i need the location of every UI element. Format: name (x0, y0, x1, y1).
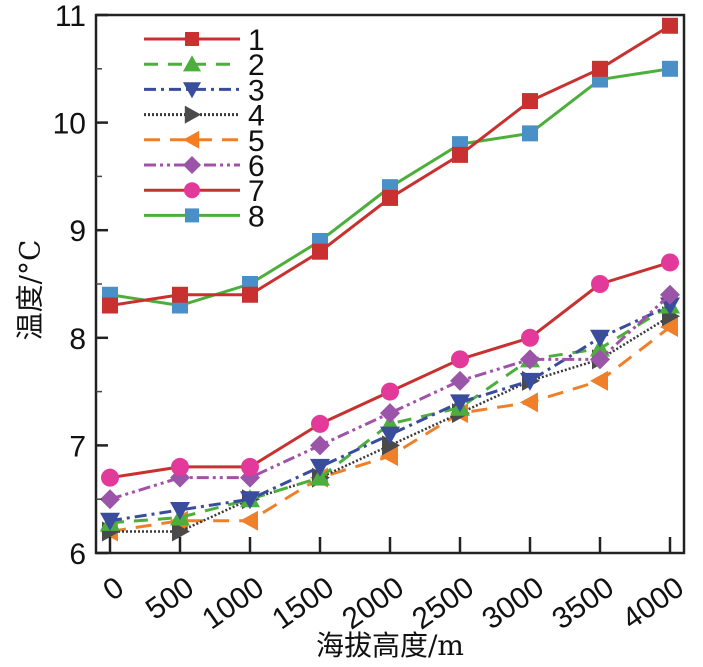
x-axis-title: 海拔高度/m (316, 629, 464, 662)
data-point (172, 521, 190, 542)
data-point (452, 146, 468, 163)
series-line-6 (109, 293, 672, 501)
data-point (311, 414, 329, 433)
data-point (382, 435, 400, 456)
legend-label: 3 (248, 74, 265, 107)
data-point (380, 446, 398, 467)
data-point (660, 317, 678, 338)
data-point (520, 392, 538, 413)
x-tick-label: 0 (97, 571, 130, 608)
data-point (310, 458, 330, 477)
legend-item-1: 1 (144, 24, 265, 57)
legend-item-3: 3 (144, 74, 265, 107)
data-point (522, 125, 538, 142)
x-tick-label: 3000 (476, 571, 550, 636)
legend-marker (184, 182, 200, 199)
legend-label: 7 (248, 175, 265, 208)
data-point (172, 286, 188, 303)
x-tick-label: 4000 (616, 571, 690, 636)
y-tick-label: 7 (69, 430, 86, 463)
legend-label: 8 (248, 200, 265, 233)
legend-label: 1 (248, 24, 265, 57)
data-point (380, 426, 400, 445)
series-3 (100, 297, 680, 531)
legend-marker (185, 208, 199, 223)
x-tick-label: 2500 (406, 571, 480, 636)
legend-marker (184, 105, 201, 124)
data-point (102, 297, 118, 314)
legend-marker (183, 130, 200, 149)
data-point (101, 468, 119, 487)
data-point (450, 394, 470, 413)
y-tick-label: 8 (69, 323, 86, 356)
data-point (590, 370, 608, 391)
data-point (312, 243, 328, 260)
x-tick-label: 3500 (546, 571, 620, 636)
data-point (590, 329, 610, 348)
legend-marker (183, 55, 201, 72)
data-point (240, 510, 258, 531)
y-tick-label: 6 (69, 538, 86, 571)
data-point (660, 297, 680, 316)
legend-label: 2 (248, 49, 265, 82)
data-point (522, 93, 538, 110)
data-point (380, 403, 400, 424)
series-line-3 (109, 304, 671, 523)
y-tick-label: 9 (69, 215, 86, 248)
data-point (100, 489, 120, 510)
y-axis-title: 温度/°C (14, 240, 47, 341)
legend-marker (185, 32, 199, 46)
x-tick-label: 500 (140, 571, 200, 627)
x-tick-label: 2000 (336, 571, 410, 636)
data-point (241, 457, 259, 476)
x-tick-label: 1000 (196, 571, 270, 636)
data-point (242, 286, 258, 303)
data-point (170, 501, 190, 520)
x-tick-label: 1500 (266, 571, 340, 636)
legend-item-5: 5 (144, 125, 265, 158)
series-7 (101, 253, 679, 487)
data-point (381, 382, 399, 401)
legend-item-6: 6 (144, 150, 265, 183)
legend-marker (183, 82, 201, 99)
legend-item-7: 7 (144, 175, 265, 208)
legend-label: 6 (248, 150, 265, 183)
data-point (520, 372, 540, 391)
series-1 (102, 17, 678, 314)
data-point (382, 189, 398, 206)
data-point (450, 370, 470, 391)
data-point (171, 457, 189, 476)
data-point (100, 512, 120, 531)
data-point (591, 275, 609, 293)
y-tick-label: 11 (55, 0, 86, 33)
data-point (660, 284, 680, 305)
data-point (590, 349, 610, 370)
data-point (662, 17, 678, 34)
legend-label: 5 (248, 125, 265, 158)
series-layer (100, 17, 680, 542)
y-tick-label: 10 (53, 108, 86, 141)
data-point (520, 349, 540, 370)
data-point (661, 253, 679, 272)
legend-item-4: 4 (144, 100, 265, 133)
data-point (451, 350, 469, 369)
data-point (521, 328, 539, 347)
legend-label: 4 (248, 100, 265, 133)
legend-item-8: 8 (144, 200, 265, 233)
legend-item-2: 2 (144, 49, 265, 82)
data-point (662, 60, 678, 77)
data-point (240, 491, 260, 510)
legend-marker (183, 156, 201, 174)
data-point (592, 60, 608, 77)
data-point (310, 435, 330, 456)
